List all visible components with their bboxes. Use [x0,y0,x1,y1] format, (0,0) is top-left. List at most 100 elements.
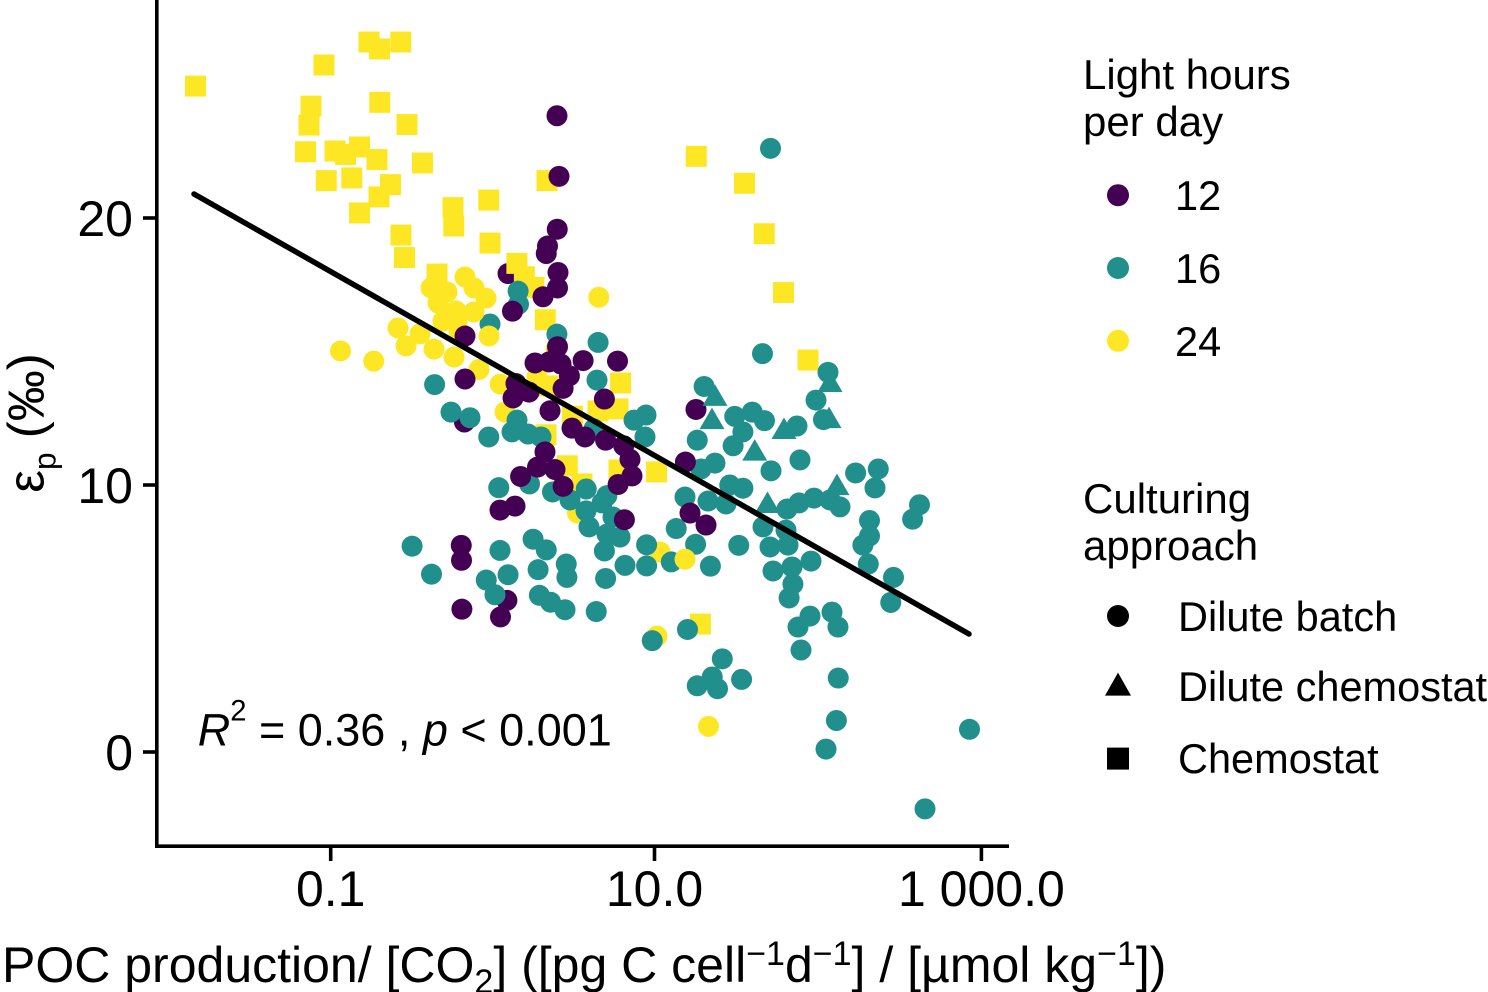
data-point [423,338,445,360]
data-point [732,477,754,499]
legend-label-chemostat: Chemostat [1178,735,1379,782]
data-point [501,300,523,322]
data-point [544,459,566,481]
data-point [409,323,431,345]
data-point [695,514,717,536]
data-point [829,496,851,518]
legend-culturing-approach: Culturing approach Dilute batch Dilute c… [1083,475,1488,782]
data-point [313,54,335,76]
data-point [607,473,629,495]
y-tick-label-0: 0 [105,725,133,781]
data-point [535,539,557,561]
data-point [800,550,822,572]
data-point [484,584,506,606]
data-point [914,798,936,820]
data-point [845,462,867,484]
data-point [674,486,696,508]
data-point [421,563,443,585]
data-point [610,372,632,394]
data-point [459,407,481,429]
data-point [805,389,827,411]
data-point [586,369,608,391]
data-point [699,555,721,577]
data-point [390,224,412,246]
data-point [753,410,775,432]
data-point [686,429,708,451]
data-point [534,309,556,331]
data-point [760,460,782,482]
data-point [504,495,526,517]
data-point [478,189,500,211]
data-point [790,639,812,661]
data-point [443,215,465,237]
data-point [731,668,753,690]
data-point [753,223,775,245]
data-point [697,715,719,737]
data-point [591,492,613,514]
data-point [527,559,549,581]
data-point [396,114,418,136]
data-point [554,599,576,621]
data-point [185,75,207,97]
data-point [858,510,880,532]
data-point [369,91,391,113]
data-point [329,340,351,362]
legend-key-chemostat-square [1107,747,1129,770]
data-point [685,145,707,167]
legend-light-hours: Light hours per day 12 16 24 [1083,51,1291,365]
x-axis: 0.1 10.0 1 000.0 POC production/ [CO2​] … [2,844,1166,992]
data-point [532,286,554,308]
data-point [595,567,617,589]
data-point [685,533,707,555]
data-point [674,548,696,570]
data-point [867,458,889,480]
data-point [704,452,726,474]
x-tick-label-10: 10.0 [606,861,703,917]
data-point [401,535,423,557]
data-point [760,137,782,159]
data-point [488,477,510,499]
data-point [857,553,879,575]
data-point [547,261,569,283]
data-point [751,343,773,365]
data-point [733,172,755,194]
data-point [578,516,600,538]
data-point [825,709,847,731]
data-point [546,218,568,240]
data-point [454,325,476,347]
data-point [634,426,656,448]
data-point [958,718,980,740]
data-point [636,534,658,556]
x-tick-label-1000: 1 000.0 [898,861,1065,917]
data-point [575,500,597,522]
y-axis-title: εp​ (‰) [0,353,63,492]
data-point [754,491,780,513]
data-point [614,554,636,576]
data-point [295,141,317,163]
legend-light-hours-title-line2: per day [1083,98,1223,145]
legend-label-12: 12 [1175,172,1221,219]
data-point [315,170,337,192]
data-point [443,346,465,368]
data-point [646,461,668,483]
data-point [827,667,849,689]
data-point [595,429,617,451]
data-point [349,136,371,158]
data-point [349,202,371,224]
data-point [387,317,409,339]
data-point [432,310,454,332]
data-point [864,477,886,499]
data-point [593,540,615,562]
legend-key-dilute-batch-circle [1107,605,1129,627]
data-point [575,478,597,500]
data-point [546,105,568,127]
legend-light-hours-title-line1: Light hours [1083,51,1291,98]
data-point [799,605,821,627]
data-point [609,526,631,548]
data-point [440,401,462,423]
legend-label-dilute-chemostat: Dilute chemostat [1178,663,1488,710]
legend-culturing-title-line2: approach [1083,522,1258,569]
data-point [510,465,532,487]
data-point [702,384,728,406]
data-point [368,186,390,208]
